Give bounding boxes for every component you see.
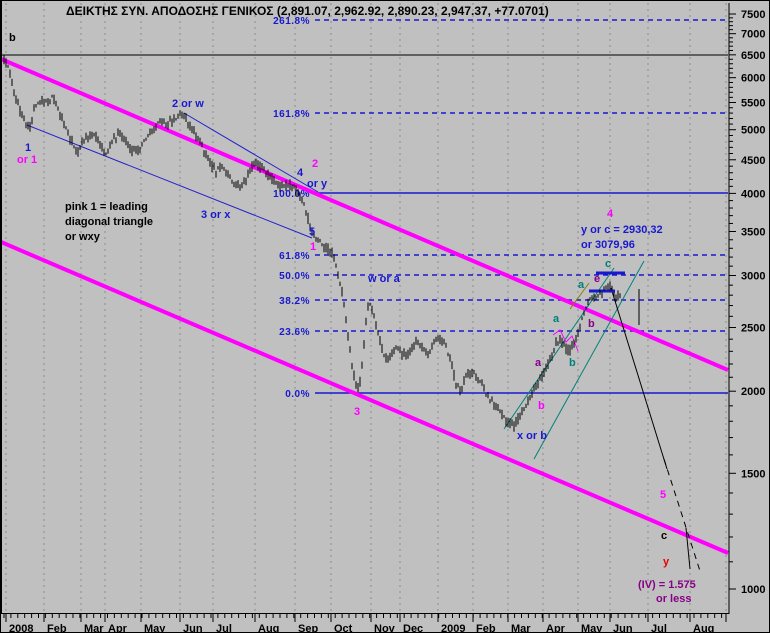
chart-annotation: or wxy	[65, 231, 101, 243]
trendlines	[1, 54, 729, 572]
chart-annotation: 5	[309, 226, 315, 238]
price-bars	[3, 55, 621, 432]
fib-label: 261.8%	[273, 16, 310, 27]
pink-channel-upper	[1, 57, 729, 372]
chart-annotation: or 1	[17, 154, 37, 166]
fib-label: 100.0%	[273, 189, 310, 200]
triangle-lower	[26, 124, 313, 239]
pink-channel-lower	[1, 240, 729, 555]
chart-annotation: a	[578, 279, 585, 291]
chart-title: ΔΕΙΚΤΗΣ ΣΥΝ. ΑΠΟΔΟΣΗΣ ΓΕΝΙΚΟΣ (2,891.07,…	[66, 4, 549, 18]
projection-solid	[610, 287, 668, 470]
x-month-label: Oct	[334, 623, 353, 633]
y-tick-label: 6500	[741, 50, 765, 62]
chart-annotation: a	[535, 357, 542, 369]
x-month-label: May	[581, 623, 603, 633]
y-tick-label: 2000	[741, 386, 765, 398]
x-month-label: Apr	[546, 623, 566, 633]
fib-label: 161.8%	[273, 109, 310, 120]
y-tick-label: 5000	[741, 125, 765, 137]
chart-annotation: b	[9, 32, 16, 44]
chart-annotation: x or b	[517, 430, 547, 442]
x-month-label: Feb	[476, 623, 496, 633]
chart-annotation: or less	[656, 593, 691, 605]
chart-annotation: diagonal triangle	[65, 216, 153, 228]
chart-annotation: 5	[660, 489, 666, 501]
y-tick-label: 7500	[741, 9, 765, 21]
x-month-label: Feb	[47, 623, 67, 633]
y-tick-label: 1000	[741, 584, 765, 596]
chart-annotation: a	[553, 313, 560, 325]
green-channel-left	[503, 267, 615, 430]
projection-short	[685, 527, 691, 570]
chart-annotation: y	[663, 556, 670, 568]
fib-label: 61.8%	[279, 251, 310, 262]
y-tick-label: 6000	[741, 73, 765, 85]
olive-segment	[569, 282, 590, 310]
chart-annotation: b	[588, 318, 595, 330]
projection-dashed	[663, 458, 701, 572]
chart-annotation: w or a	[367, 273, 401, 285]
fib-label: 38.2%	[279, 296, 310, 307]
chart-annotation: or 3079,96	[581, 239, 635, 251]
y-tick-label: 7000	[741, 29, 765, 41]
y-tick-label: 1500	[741, 468, 765, 480]
y-tick-label: 3000	[741, 270, 765, 282]
y-axis: 1000 1500 2000 2500 3000 3500 4000 4500 5000 5500…	[729, 9, 765, 596]
chart-annotation: 1	[25, 142, 31, 154]
x-axis: 2008 Feb Mar Apr May Jun Jul Aug Sep Oct Nov Dec 200…	[3, 614, 727, 633]
x-month-label: Apr	[108, 623, 128, 633]
chart-annotation: 2 or w	[172, 98, 204, 110]
x-month-label: Jun	[183, 623, 203, 633]
chart-annotation: e	[594, 273, 600, 285]
y-tick-label: 4500	[741, 155, 765, 167]
x-month-label: Aug	[258, 623, 279, 633]
x-month-label: Mar	[511, 623, 531, 633]
chart-annotation: c	[605, 258, 611, 270]
x-month-label: Nov	[374, 623, 396, 633]
y-tick-label: 5500	[741, 98, 765, 110]
fibonacci-lines: 261.8% 161.8% 100.0% 61.8% 50.0% 38.2% 23.6% 0.…	[273, 16, 728, 400]
ohlc-bars	[3, 55, 621, 432]
chart-annotation: pink 1 = leading	[65, 201, 148, 213]
green-channel-right	[533, 260, 645, 460]
chart-annotation: b	[569, 357, 576, 369]
chart-annotation: or y	[307, 178, 328, 190]
y-tick-label: 3500	[741, 226, 765, 238]
chart-annotation: 3 or x	[201, 209, 231, 221]
x-month-label: Jul	[651, 623, 667, 633]
chart-annotation: 4	[607, 208, 614, 220]
x-month-label: 2009	[441, 623, 465, 633]
fib-label: 50.0%	[279, 271, 310, 282]
chart-annotation: b	[538, 400, 545, 412]
x-month-label: Jun	[613, 623, 633, 633]
x-month-label: May	[144, 623, 166, 633]
chart-annotation: y or c = 2930,32	[581, 224, 663, 236]
chart-annotation: 2	[312, 158, 318, 170]
y-tick-label: 2500	[741, 323, 765, 335]
x-month-label: Mar	[84, 623, 104, 633]
fib-label: 23.6%	[279, 327, 310, 338]
triangle-upper	[183, 112, 319, 193]
chart-annotation: (IV) = 1.575	[638, 579, 696, 591]
chart-annotation: 4	[297, 167, 304, 179]
y-tick-label: 4000	[741, 188, 765, 200]
x-month-label: Sep	[298, 623, 318, 633]
x-month-label: 2008	[9, 623, 33, 633]
chart-annotation: c	[661, 530, 667, 542]
chart-annotation: 3	[354, 406, 360, 418]
chart-annotation: 1	[310, 241, 316, 253]
x-month-label: Dec	[403, 623, 423, 633]
x-month-label: Jul	[216, 623, 232, 633]
fib-label: 0.0%	[285, 389, 310, 400]
x-month-label: Aug	[693, 623, 714, 633]
